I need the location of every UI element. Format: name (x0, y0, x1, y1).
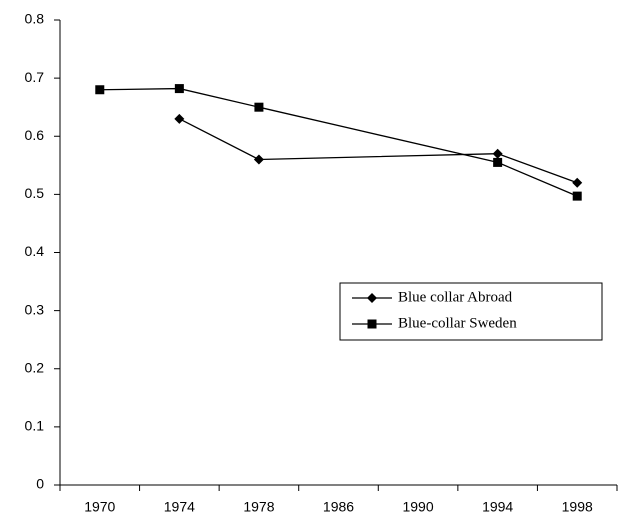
y-tick-label: 0.6 (25, 127, 45, 143)
marker (572, 191, 582, 201)
x-tick-label: 1994 (482, 499, 513, 515)
y-tick-label: 0.2 (25, 359, 45, 375)
y-tick-label: 0.7 (25, 69, 45, 85)
marker (174, 113, 185, 124)
y-tick-label: 0.5 (25, 185, 45, 201)
series-line (179, 118, 578, 184)
legend-marker (367, 319, 377, 329)
y-tick-label: 0.1 (25, 418, 45, 434)
legend-label: Blue collar Abroad (398, 289, 513, 305)
legend-label: Blue-collar Sweden (398, 315, 517, 331)
marker (493, 157, 503, 167)
x-tick-label: 1970 (84, 499, 115, 515)
marker (572, 177, 583, 188)
legend-marker (367, 293, 377, 303)
series-line (99, 87, 578, 197)
marker (253, 154, 264, 165)
x-tick-label: 1990 (402, 499, 433, 515)
marker (492, 148, 503, 159)
x-tick-label: 1986 (323, 499, 354, 515)
marker (95, 85, 105, 95)
y-tick-label: 0.4 (25, 243, 45, 259)
y-tick-label: 0.3 (25, 301, 45, 317)
x-tick-label: 1974 (164, 499, 195, 515)
marker (174, 84, 184, 94)
y-tick-label: 0 (36, 476, 44, 492)
marker (254, 102, 264, 112)
y-tick-label: 0.8 (25, 11, 45, 27)
legend-box (339, 282, 603, 341)
x-tick-label: 1978 (243, 499, 274, 515)
x-tick-label: 1998 (562, 499, 593, 515)
